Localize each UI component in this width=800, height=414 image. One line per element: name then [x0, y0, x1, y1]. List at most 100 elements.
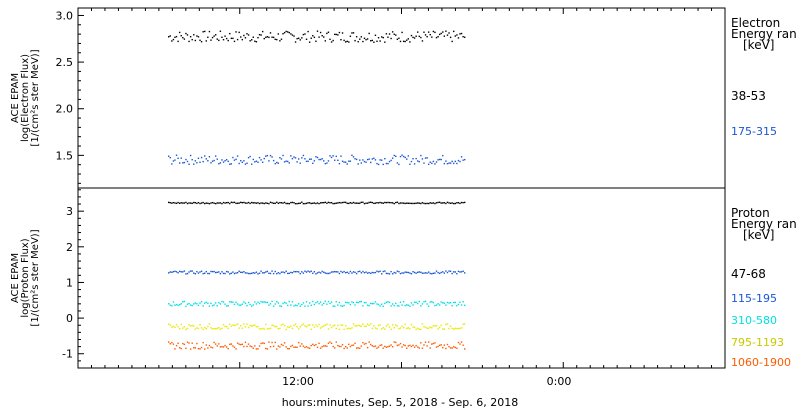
data-point: [316, 325, 319, 328]
data-point: [310, 202, 312, 205]
data-point: [346, 202, 348, 205]
data-point: [307, 30, 309, 33]
data-point: [396, 325, 399, 327]
data-point: [426, 303, 428, 305]
data-point: [387, 162, 389, 165]
data-point: [446, 34, 449, 36]
y-tick-label: 2: [66, 241, 73, 254]
data-point: [446, 162, 449, 165]
data-point: [304, 325, 306, 327]
data-point: [255, 326, 258, 328]
data-point: [294, 304, 297, 306]
data-point: [368, 341, 370, 343]
data-point: [290, 271, 292, 274]
data-point: [204, 30, 206, 33]
data-point: [175, 271, 178, 273]
data-point: [216, 327, 218, 330]
data-point: [180, 157, 182, 159]
data-point: [417, 202, 419, 204]
data-point: [301, 157, 303, 159]
data-point: [385, 301, 388, 303]
data-point: [175, 202, 178, 205]
data-point: [213, 35, 215, 37]
data-point: [435, 202, 438, 204]
data-point: [305, 301, 308, 303]
data-point: [391, 324, 394, 326]
data-point: [460, 304, 463, 306]
data-point: [182, 301, 184, 303]
data-point: [337, 34, 339, 36]
data-point: [175, 154, 178, 156]
data-point: [211, 160, 214, 162]
data-point: [363, 325, 366, 328]
data-point: [412, 36, 414, 39]
data-point: [445, 323, 447, 326]
data-point: [171, 326, 173, 328]
data-point: [178, 328, 181, 330]
data-point: [287, 272, 289, 275]
data-point: [382, 347, 384, 349]
data-point: [384, 345, 386, 348]
data-point: [249, 272, 251, 275]
data-point: [244, 202, 247, 204]
data-point: [261, 161, 264, 164]
data-point: [363, 271, 366, 274]
data-point: [240, 304, 242, 306]
y-tick-label: 3: [66, 205, 73, 218]
data-point: [341, 160, 344, 162]
data-point: [337, 324, 339, 327]
data-point: [241, 327, 244, 329]
data-point: [445, 347, 447, 350]
data-point: [424, 202, 427, 205]
data-point: [216, 271, 218, 274]
data-point: [338, 201, 341, 204]
y-tick-label: 1: [66, 276, 73, 289]
data-point: [401, 272, 403, 274]
data-point: [178, 303, 181, 306]
data-point: [208, 344, 211, 347]
data-point: [235, 348, 237, 350]
y-axis-label-line: ACE EPAM: [10, 73, 21, 123]
data-point: [453, 30, 455, 33]
data-point: [402, 272, 405, 274]
data-point: [362, 341, 364, 344]
data-point: [222, 323, 225, 326]
data-point: [446, 271, 449, 274]
data-point: [287, 326, 289, 328]
data-point: [207, 160, 209, 162]
data-point: [340, 305, 342, 307]
data-point: [326, 272, 328, 275]
data-point: [247, 156, 250, 159]
data-point: [255, 202, 258, 204]
data-point: [211, 201, 214, 204]
data-point: [221, 300, 223, 303]
data-point: [352, 323, 355, 325]
data-point: [454, 301, 457, 304]
data-point: [387, 272, 389, 275]
data-point: [343, 39, 345, 42]
data-point: [218, 343, 220, 345]
data-point: [464, 323, 466, 325]
data-point: [185, 273, 187, 275]
data-point: [188, 163, 190, 165]
data-point: [272, 159, 275, 162]
data-point: [191, 342, 193, 344]
data-point: [379, 305, 381, 307]
data-point: [251, 39, 253, 41]
data-point: [384, 41, 386, 43]
data-point: [334, 202, 336, 205]
data-point: [359, 325, 361, 327]
data-point: [445, 202, 447, 205]
data-point: [183, 270, 186, 272]
data-point: [326, 32, 328, 35]
data-point: [252, 324, 254, 327]
data-point: [252, 304, 254, 306]
data-point: [390, 344, 392, 346]
data-point: [442, 202, 444, 204]
data-point: [351, 202, 353, 204]
data-point: [216, 345, 218, 347]
data-point: [305, 271, 308, 273]
data-point: [287, 304, 289, 307]
data-point: [271, 36, 273, 38]
data-point: [305, 326, 308, 328]
